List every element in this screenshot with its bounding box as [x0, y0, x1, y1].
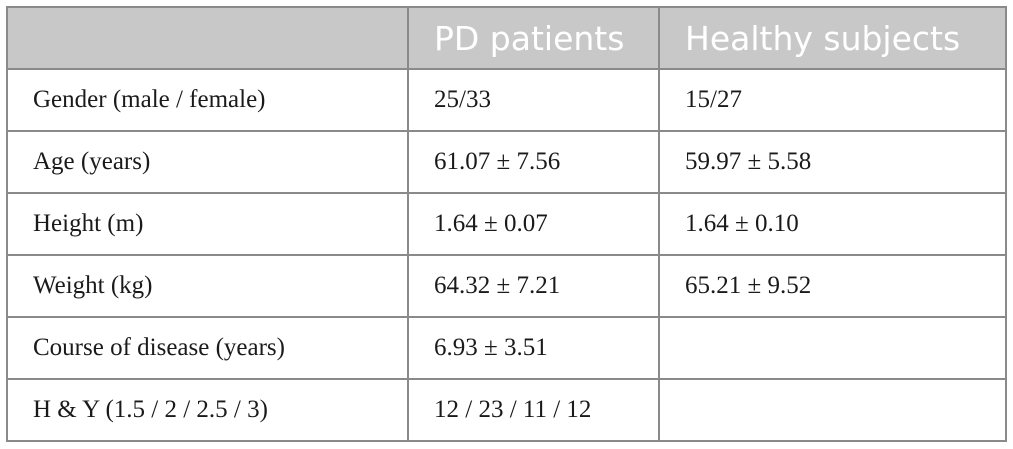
- table-row: Age (years) 61.07 ± 7.56 59.97 ± 5.58: [6, 130, 1007, 194]
- row-label: Weight (kg): [6, 254, 409, 318]
- row-label: Gender (male / female): [6, 68, 409, 132]
- healthy-value: 59.97 ± 5.58: [658, 130, 1007, 194]
- table-row: H & Y (1.5 / 2 / 2.5 / 3) 12 / 23 / 11 /…: [6, 378, 1007, 442]
- header-cell-empty: [6, 6, 409, 70]
- pd-value: 61.07 ± 7.56: [407, 130, 660, 194]
- row-label: H & Y (1.5 / 2 / 2.5 / 3): [6, 378, 409, 442]
- pd-value: 12 / 23 / 11 / 12: [407, 378, 660, 442]
- healthy-value: 65.21 ± 9.52: [658, 254, 1007, 318]
- pd-value: 64.32 ± 7.21: [407, 254, 660, 318]
- row-label: Course of disease (years): [6, 316, 409, 380]
- table-row: Weight (kg) 64.32 ± 7.21 65.21 ± 9.52: [6, 254, 1007, 318]
- demographics-table: PD patients Healthy subjects Gender (mal…: [6, 6, 1007, 442]
- row-label: Height (m): [6, 192, 409, 256]
- table-row: Gender (male / female) 25/33 15/27: [6, 68, 1007, 132]
- healthy-value: 15/27: [658, 68, 1007, 132]
- demographics-table-container: PD patients Healthy subjects Gender (mal…: [6, 6, 1007, 442]
- table-row: Height (m) 1.64 ± 0.07 1.64 ± 0.10: [6, 192, 1007, 256]
- table-body: Gender (male / female) 25/33 15/27 Age (…: [6, 68, 1007, 442]
- header-row: PD patients Healthy subjects: [6, 6, 1007, 70]
- healthy-value: [658, 316, 1007, 380]
- header-cell-healthy-subjects: Healthy subjects: [658, 6, 1007, 70]
- table-row: Course of disease (years) 6.93 ± 3.51: [6, 316, 1007, 380]
- row-label: Age (years): [6, 130, 409, 194]
- pd-value: 6.93 ± 3.51: [407, 316, 660, 380]
- healthy-value: [658, 378, 1007, 442]
- header-cell-pd-patients: PD patients: [407, 6, 660, 70]
- table-header: PD patients Healthy subjects: [6, 6, 1007, 70]
- pd-value: 25/33: [407, 68, 660, 132]
- healthy-value: 1.64 ± 0.10: [658, 192, 1007, 256]
- pd-value: 1.64 ± 0.07: [407, 192, 660, 256]
